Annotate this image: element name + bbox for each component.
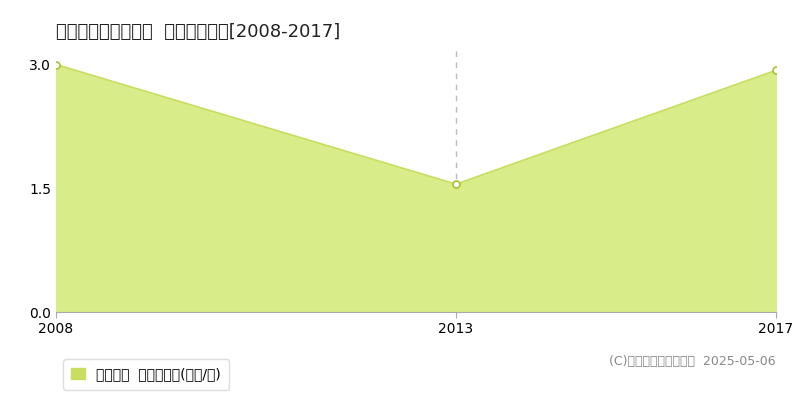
Point [450, 181, 462, 187]
Point [50, 61, 62, 68]
Legend: 土地価格  平均坪単価(万円/坪): 土地価格 平均坪単価(万円/坪) [63, 359, 230, 390]
Text: (C)土地価格ドットコム  2025-05-06: (C)土地価格ドットコム 2025-05-06 [610, 355, 776, 368]
Point [770, 67, 782, 74]
Text: 足寄郡足寄町南三条  土地価格推移[2008-2017]: 足寄郡足寄町南三条 土地価格推移[2008-2017] [56, 23, 340, 41]
